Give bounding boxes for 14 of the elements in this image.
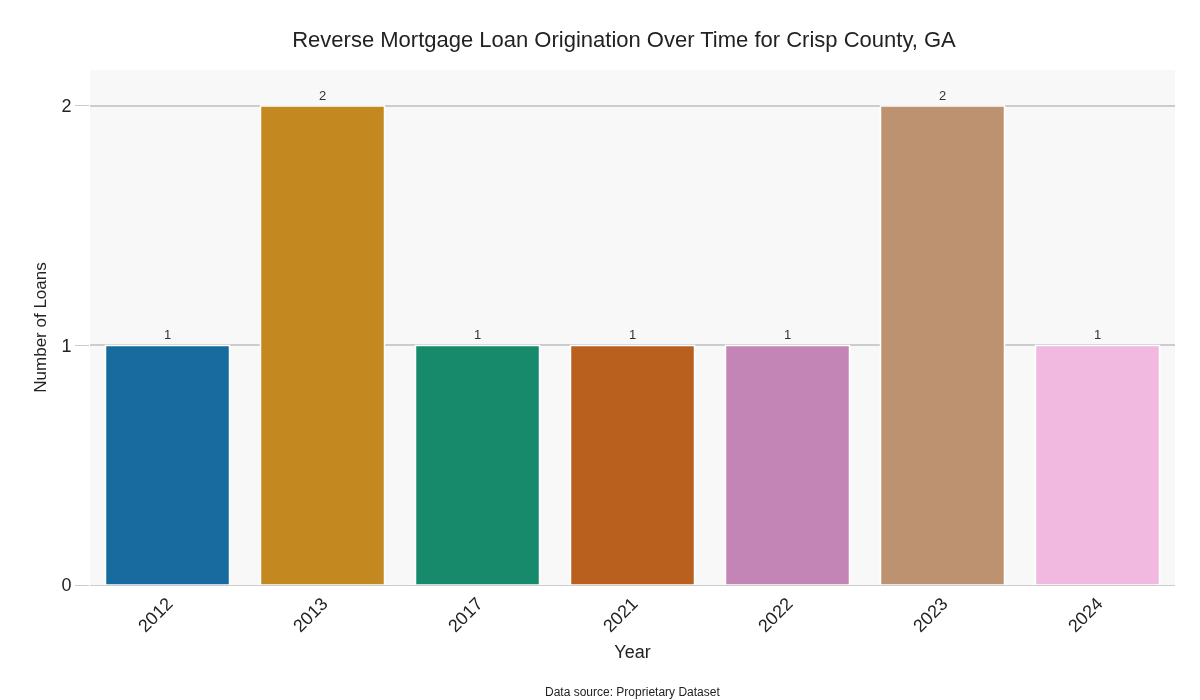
data-label: 1 — [1093, 327, 1102, 343]
data-label: 2 — [938, 87, 947, 103]
y-axis-title: Number of Loans — [31, 262, 50, 393]
data-label: 1 — [783, 327, 792, 343]
source-note: Data source: Proprietary Dataset — [545, 685, 721, 699]
data-label: 1 — [473, 327, 482, 343]
data-label: 1 — [163, 327, 172, 343]
y-tick-label: 2 — [61, 96, 72, 117]
data-label: 1 — [628, 327, 637, 343]
chart-title: Reverse Mortgage Loan Origination Over Time for Crisp County, GA — [292, 26, 957, 52]
x-axis-title: Year — [614, 642, 651, 663]
y-tick-label: 0 — [61, 575, 72, 596]
data-label: 2 — [318, 87, 327, 103]
y-tick-label: 1 — [61, 335, 72, 356]
